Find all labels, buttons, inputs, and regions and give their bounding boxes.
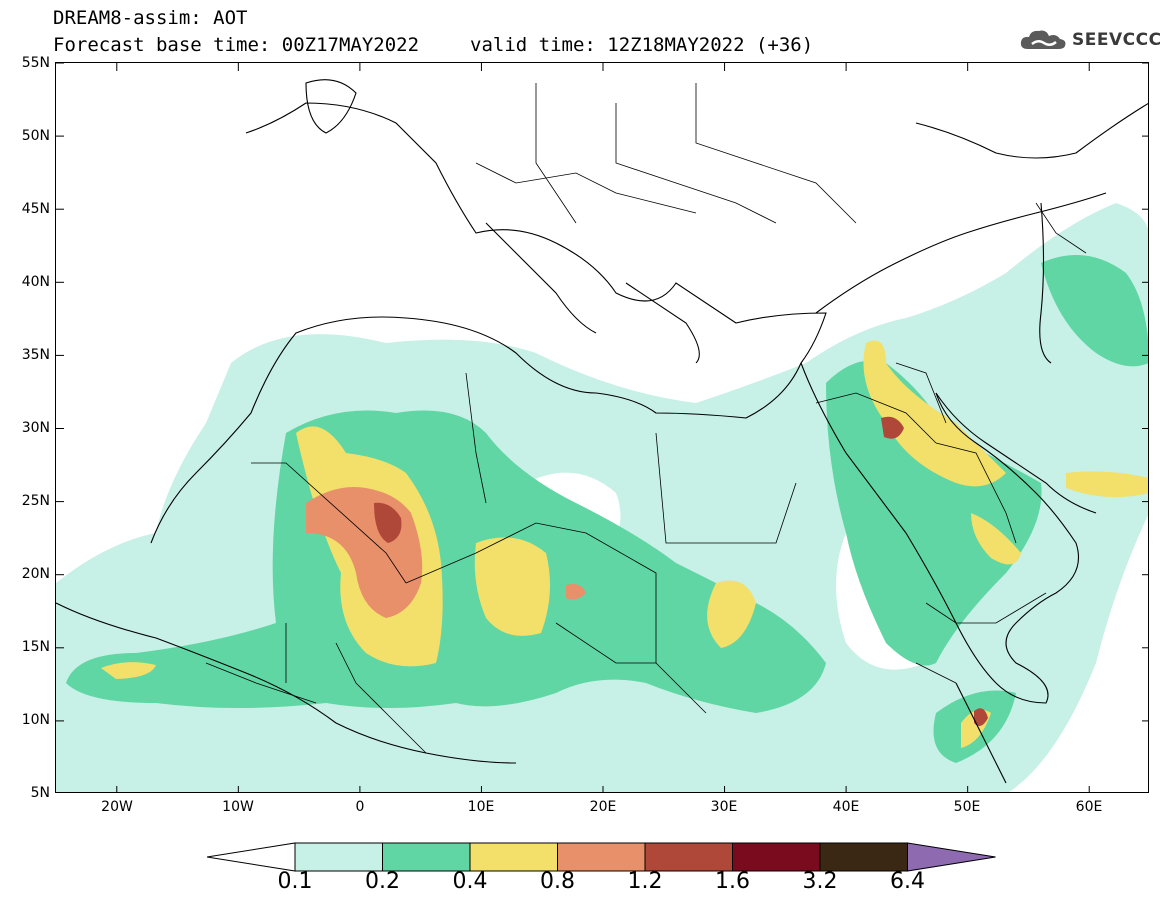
aot-band-0.4-0.8 xyxy=(971,513,1021,565)
lat-label: 45N xyxy=(21,201,50,217)
colorbar-swatch xyxy=(294,842,383,872)
aot-band-0.2-0.4 xyxy=(1041,255,1148,367)
country-border xyxy=(655,432,797,544)
country-border xyxy=(1035,202,1087,254)
colorbar-label: 6.4 xyxy=(890,869,925,894)
aot-band-0.4-0.8 xyxy=(1066,471,1148,497)
colorbar-label: 0.4 xyxy=(452,869,488,894)
seevccc-logo: SEEVCCC xyxy=(1018,26,1162,54)
colorbar-swatch xyxy=(732,842,821,872)
coastline xyxy=(305,79,357,134)
forecast-base-time: Forecast base time: 00Z17MAY2022 xyxy=(53,34,420,56)
aot-contours xyxy=(56,203,1148,792)
colorbar-swatch xyxy=(819,842,908,872)
lon-label: 30E xyxy=(710,799,738,815)
lat-label: 25N xyxy=(21,493,50,509)
colorbar-swatch xyxy=(907,842,996,872)
colorbar-label: 1.6 xyxy=(715,869,750,894)
coastline xyxy=(1039,202,1052,364)
colorbar-label: 0.1 xyxy=(277,869,313,894)
coastline xyxy=(485,222,597,334)
country-border xyxy=(335,642,427,754)
lon-label: 10W xyxy=(222,799,254,815)
colorbar-swatch xyxy=(207,842,296,872)
valid-time: valid time: 12Z18MAY2022 (+36) xyxy=(470,34,814,56)
lat-label: 55N xyxy=(21,55,50,71)
lat-label: 5N xyxy=(30,785,50,801)
country-border xyxy=(205,662,317,704)
country-border xyxy=(925,592,1047,624)
country-border xyxy=(251,462,407,584)
lon-label: 40E xyxy=(832,799,860,815)
colorbar-label: 1.2 xyxy=(627,869,663,894)
country-border xyxy=(815,392,937,444)
lat-label: 40N xyxy=(21,274,50,290)
coastline xyxy=(150,102,827,544)
colorbar-swatch xyxy=(382,842,471,872)
country-border xyxy=(895,362,947,424)
axis-ticks xyxy=(56,63,1148,792)
logo-text: SEEVCCC xyxy=(1072,30,1162,50)
colorbar xyxy=(207,842,996,872)
lat-label: 10N xyxy=(21,712,50,728)
aot-band-1.2-1.6 xyxy=(974,708,988,727)
coastline xyxy=(625,282,700,364)
colorbar-label: 3.2 xyxy=(802,869,838,894)
lat-label: 15N xyxy=(21,639,50,655)
title-line-1: DREAM8-assim: AOT xyxy=(53,7,248,29)
cloud-icon xyxy=(1020,30,1066,49)
country-border xyxy=(475,162,697,214)
lon-label: 10E xyxy=(467,799,495,815)
country-border xyxy=(405,522,657,663)
lon-label: 60E xyxy=(1075,799,1103,815)
aot-band-1.2-1.6 xyxy=(881,416,904,439)
country-border xyxy=(915,662,957,684)
coastline xyxy=(815,192,1107,314)
colorbar-label: 0.8 xyxy=(540,869,575,894)
lon-label: 20W xyxy=(101,799,133,815)
colorbar-label: 0.2 xyxy=(365,869,400,894)
coastline xyxy=(935,392,1097,514)
country-border xyxy=(555,622,707,714)
country-border xyxy=(615,103,777,224)
country-borders xyxy=(205,83,1087,754)
country-border xyxy=(465,372,487,504)
lon-label: 20E xyxy=(589,799,617,815)
coastline xyxy=(955,682,1007,784)
lon-label: 50E xyxy=(953,799,981,815)
map-panel xyxy=(55,62,1149,793)
aot-band-0.4-0.8 xyxy=(474,537,550,636)
lat-label: 20N xyxy=(21,566,50,582)
aot-map xyxy=(56,63,1148,792)
aot-band-0.2-0.4 xyxy=(826,360,1042,666)
aot-band-0.4-0.8 xyxy=(707,580,756,648)
coastline xyxy=(56,602,517,764)
aot-band-0.4-0.8 xyxy=(863,340,1006,487)
lat-label: 35N xyxy=(21,347,50,363)
country-border xyxy=(695,83,857,224)
colorbar-swatch xyxy=(644,842,733,872)
country-border xyxy=(935,442,1017,544)
coastlines xyxy=(56,79,1148,784)
colorbar-swatch xyxy=(469,842,558,872)
coastline xyxy=(915,102,1148,159)
coastline xyxy=(800,362,1080,704)
aot-band-1.2-1.6 xyxy=(374,502,402,543)
lat-label: 50N xyxy=(21,128,50,144)
aot-band-0.8-1.2 xyxy=(566,584,586,600)
lat-label: 30N xyxy=(21,420,50,436)
aot-band-0.2-0.4 xyxy=(66,410,826,713)
colorbar-swatch xyxy=(557,842,646,872)
country-border xyxy=(535,83,577,224)
lon-label: 0 xyxy=(355,799,365,815)
aot-band-0.4-0.8 xyxy=(101,662,156,679)
